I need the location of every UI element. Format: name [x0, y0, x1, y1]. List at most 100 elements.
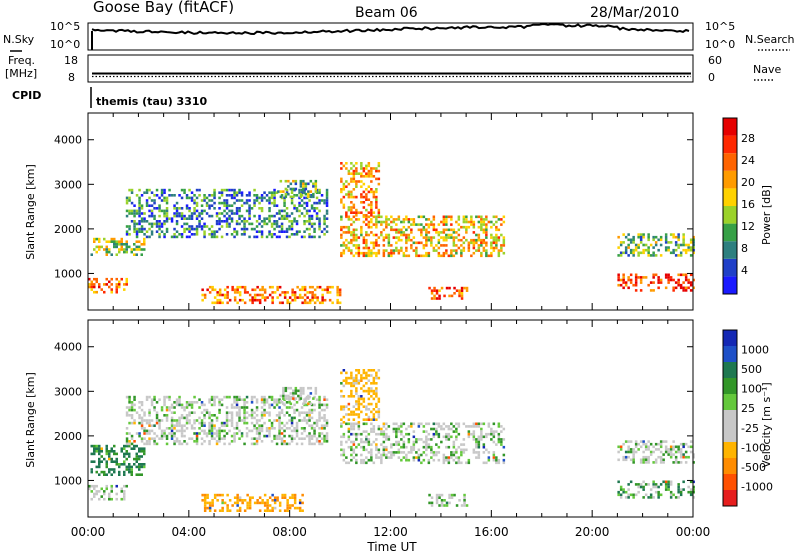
range-cell [140, 465, 143, 469]
range-cell [230, 188, 234, 192]
power-colorbar-tick: 4 [741, 264, 748, 277]
range-cell [407, 220, 411, 224]
range-cell [135, 194, 139, 197]
range-cell [325, 204, 329, 207]
range-cell [220, 225, 224, 228]
range-cell [342, 185, 346, 188]
range-cell [447, 438, 451, 441]
range-cell [255, 235, 259, 239]
range-cell [270, 235, 274, 239]
range-cell [198, 225, 201, 228]
range-cell [652, 450, 655, 454]
range-cell [133, 421, 136, 425]
range-cell [310, 207, 314, 210]
range-cell [185, 414, 189, 417]
colorbar-swatch [723, 458, 737, 474]
range-cell [208, 285, 212, 289]
range-cell [667, 448, 670, 451]
colorbar-swatch [723, 241, 737, 259]
range-cell [460, 461, 463, 465]
range-cell [93, 240, 96, 243]
range-cell [657, 448, 660, 451]
range-cell [98, 473, 101, 476]
range-cell [347, 413, 351, 416]
range-cell [350, 425, 353, 428]
range-cell [440, 254, 443, 258]
range-cell [689, 493, 693, 497]
range-cell [654, 483, 658, 486]
range-cell [362, 448, 366, 452]
range-cell [298, 398, 301, 401]
range-cell [123, 248, 126, 251]
range-cell [288, 401, 291, 404]
range-cell [447, 215, 451, 219]
range-cell [155, 207, 159, 210]
range-cell [632, 251, 635, 255]
range-cell [103, 283, 106, 286]
range-cell [305, 411, 309, 414]
range-cell [425, 453, 428, 457]
colorbar-swatch [723, 426, 737, 442]
range-cell [260, 235, 264, 239]
range-cell [357, 432, 361, 436]
range-cell [320, 416, 324, 420]
range-cell [432, 215, 436, 219]
range-cell [432, 249, 436, 252]
range-cell [223, 209, 226, 213]
range-cell [185, 401, 189, 404]
range-cell [340, 443, 343, 446]
cpid-program: themis (tau) 3310 [96, 95, 208, 108]
range-cell [233, 212, 236, 215]
range-cell [480, 438, 483, 441]
range-cell [175, 230, 179, 233]
range-cell [485, 432, 488, 436]
range-cell [150, 401, 154, 404]
range-cell [253, 194, 256, 197]
range-cell [298, 499, 302, 502]
range-cell [325, 217, 329, 220]
range-cell [210, 398, 214, 401]
range-cell [299, 182, 303, 186]
range-cell [427, 254, 431, 258]
range-cell [180, 225, 184, 228]
range-cell [270, 214, 274, 218]
range-cell [238, 222, 241, 226]
range-cell [382, 440, 386, 444]
x-tick-label: 12:00 [373, 525, 408, 539]
range-cell [347, 402, 351, 406]
range-cell [115, 457, 118, 461]
range-cell [360, 458, 363, 462]
range-cell [617, 445, 620, 449]
range-cell [130, 442, 134, 446]
range-cell [644, 455, 648, 459]
range-cell [377, 408, 381, 411]
range-cell [340, 167, 343, 170]
range-cell [133, 209, 136, 213]
range-cell [679, 286, 683, 290]
range-cell [410, 422, 413, 426]
range-cell [246, 504, 249, 507]
range-cell [387, 254, 391, 258]
range-cell [485, 461, 488, 465]
range-cell [268, 403, 271, 407]
range-cell [355, 180, 358, 183]
range-cell [447, 236, 451, 239]
range-cell [350, 382, 353, 385]
range-cell [268, 199, 271, 202]
range-cell [299, 185, 303, 188]
range-cell [629, 251, 633, 255]
range-cell [140, 416, 144, 420]
range-cell [619, 448, 623, 451]
range-cell [90, 452, 93, 456]
range-cell [208, 199, 211, 202]
range-cell [183, 434, 186, 438]
range-cell [170, 421, 174, 425]
range-cell [218, 509, 222, 512]
range-cell [350, 167, 353, 170]
range-cell [243, 301, 247, 305]
range-cell [417, 448, 421, 452]
range-cell [133, 463, 136, 466]
range-cell [250, 227, 254, 231]
range-cell [438, 289, 441, 292]
range-cell [208, 227, 211, 231]
